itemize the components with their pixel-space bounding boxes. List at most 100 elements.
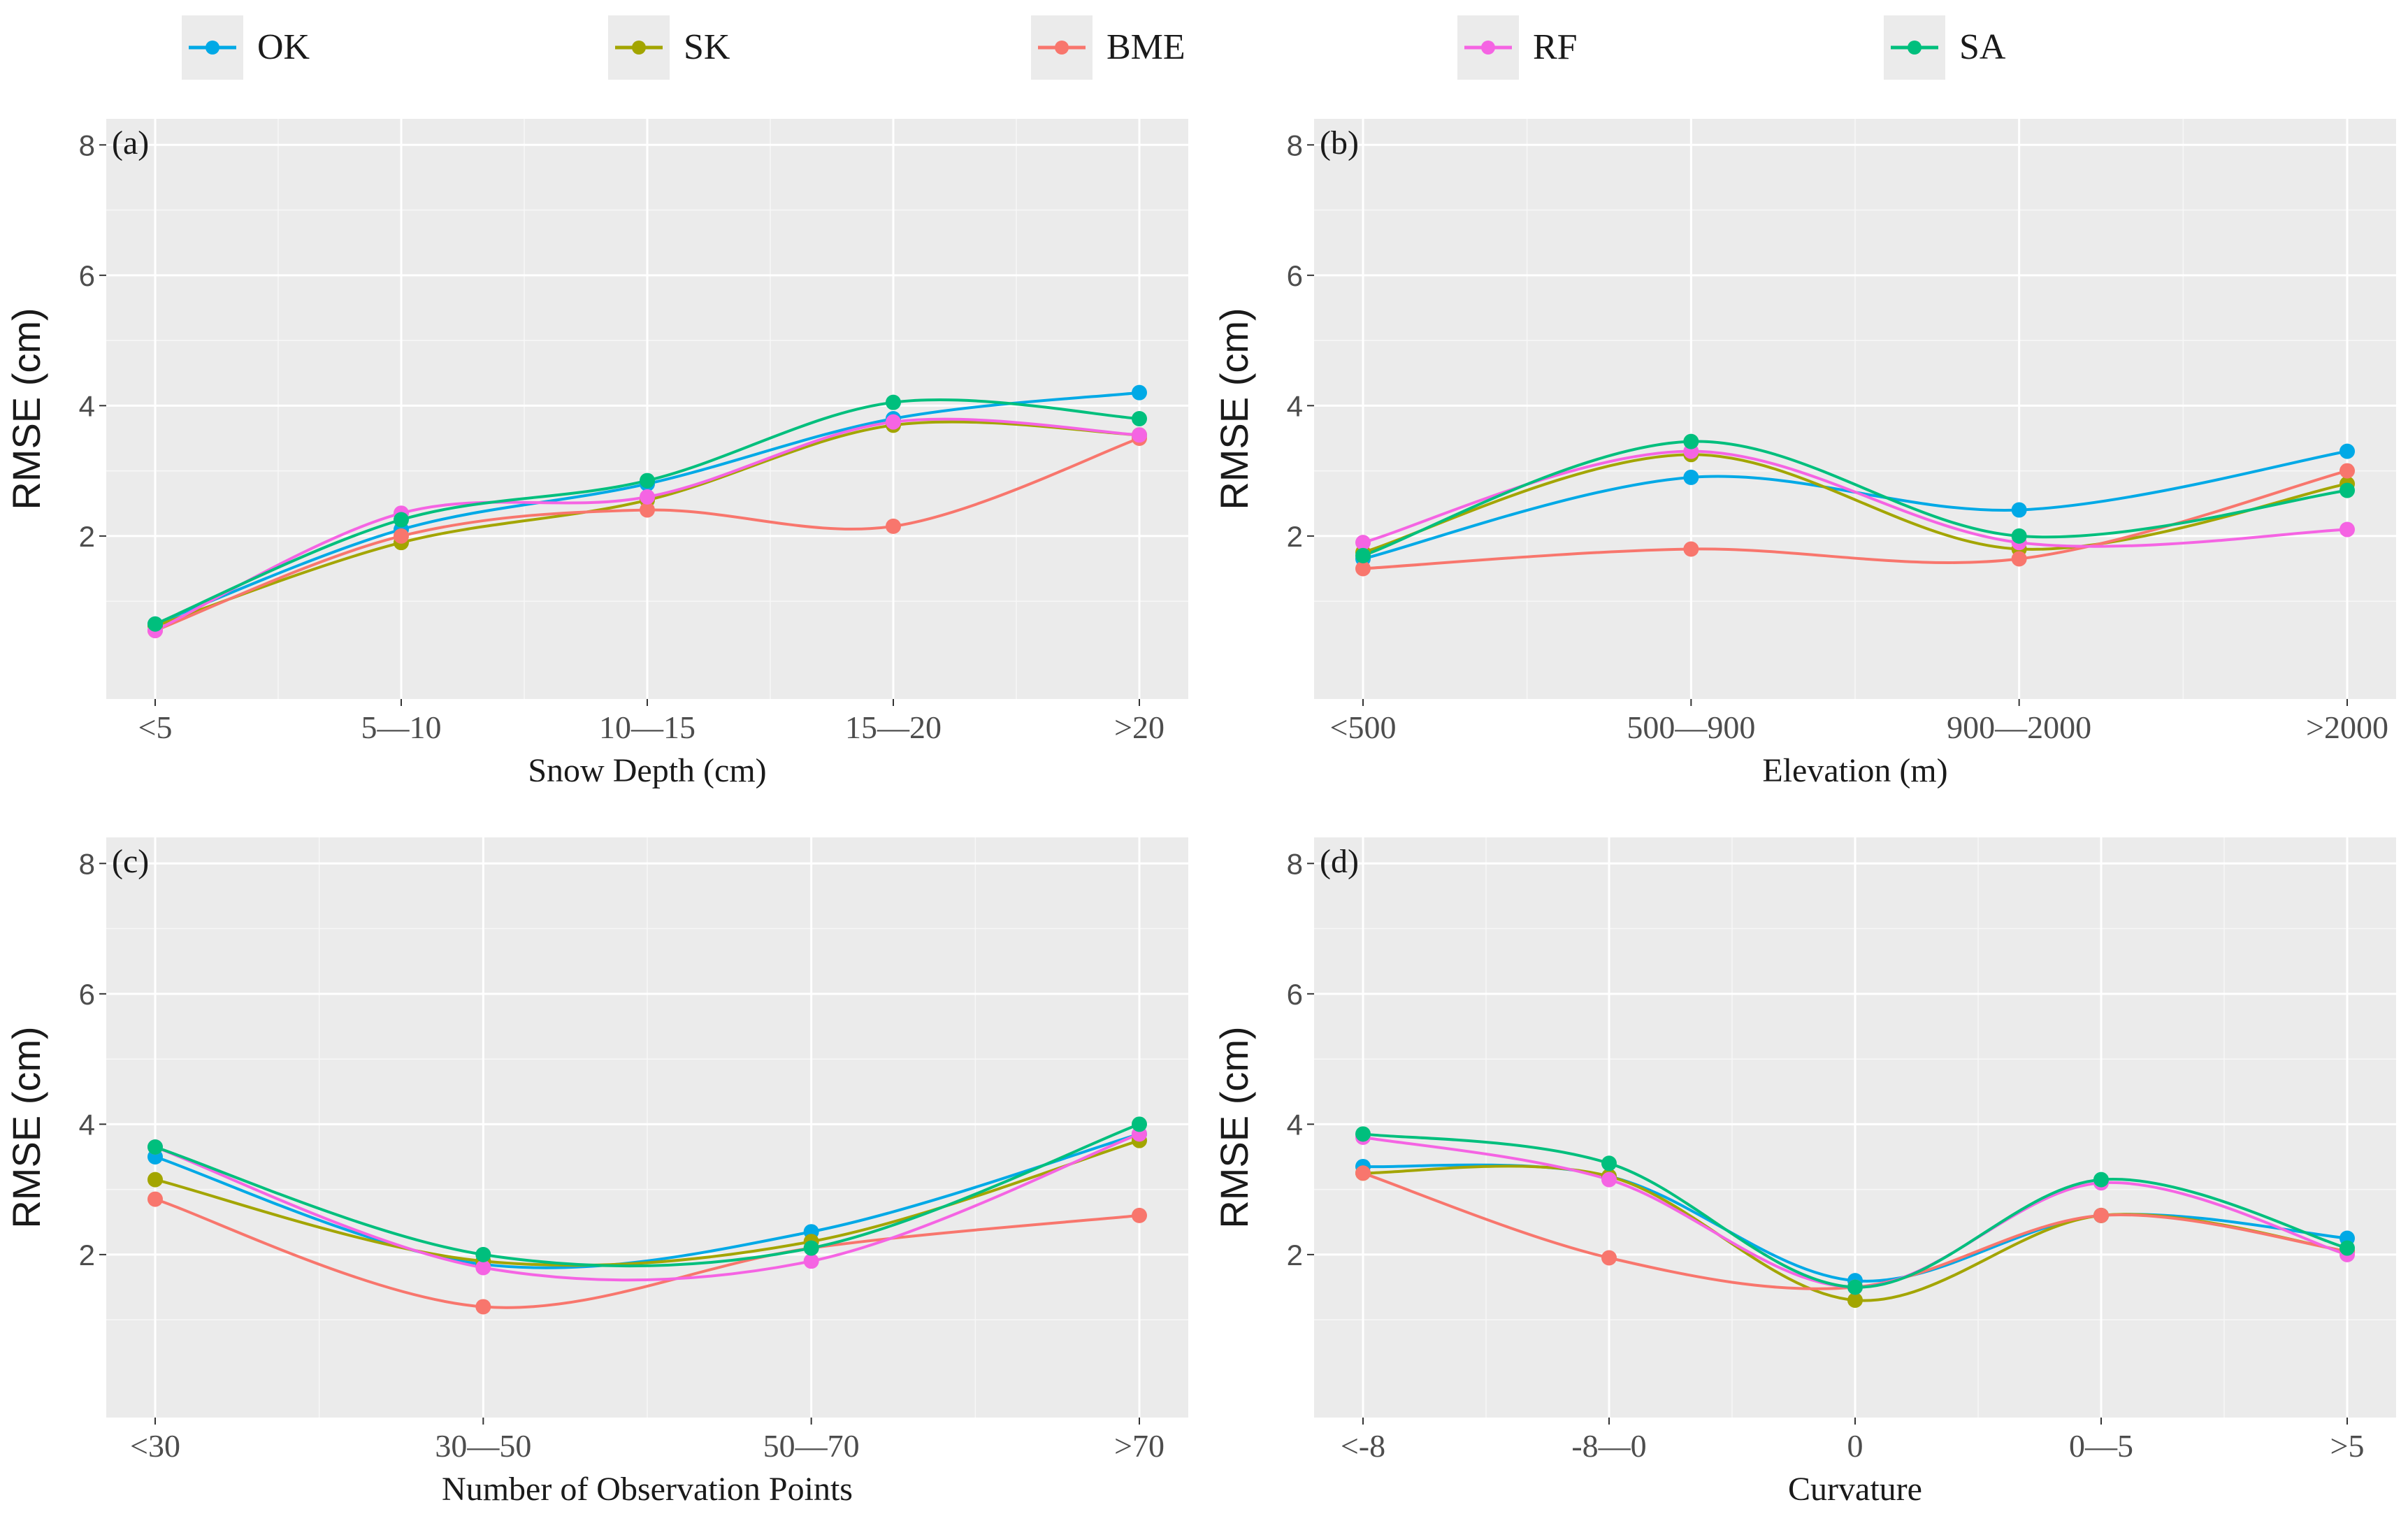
legend-key-point	[206, 41, 219, 55]
data-point-sa-1	[475, 1246, 491, 1262]
x-tick-label-5: <5	[138, 709, 173, 745]
x-tick-label-70: >70	[1114, 1428, 1165, 1464]
data-point-sa-0	[1355, 547, 1371, 563]
x-tick-label-500-900: 500—900	[1627, 709, 1755, 745]
data-point-sa-0	[147, 616, 163, 632]
y-tick-label: 8	[79, 847, 95, 880]
series-line-bme	[1362, 469, 2348, 570]
data-point-sa-2	[2011, 528, 2027, 544]
y-axis-title: RMSE (cm)	[1212, 1026, 1256, 1228]
panel-c: 2 4 6 8 <30 30—50 50—70 >70 (c) Number of Observa…	[4, 837, 1188, 1508]
data-point-rf-0	[1355, 535, 1371, 551]
y-axis-title: RMSE (cm)	[1212, 308, 1256, 510]
panel-d: 2 4 6 8 <-8 -8—0 0 0—5 >5 (d) Curvature RMSE (cm)	[1212, 837, 2396, 1508]
y-tick-label: 6	[1287, 259, 1303, 292]
legend-item-bme: BME	[1031, 15, 1185, 80]
data-point-sa-4	[2339, 1240, 2355, 1256]
x-tick-label-8-0: -8—0	[1571, 1428, 1646, 1464]
y-axis-title: RMSE (cm)	[4, 308, 48, 510]
data-point-bme-1	[475, 1299, 491, 1315]
y-tick-label: 4	[79, 389, 95, 422]
data-point-sa-3	[2339, 482, 2355, 498]
series-line-sk	[154, 1139, 1140, 1267]
legend-item-rf: RF	[1457, 15, 1578, 80]
panel-tag: (c)	[112, 843, 149, 880]
x-tick-label-5-10: 5—10	[361, 709, 442, 745]
series-line-rf	[1362, 449, 2348, 548]
y-tick-label: 6	[79, 978, 95, 1011]
data-point-rf-3	[886, 414, 901, 430]
x-tick-label-0-5: 0—5	[2069, 1428, 2133, 1464]
data-point-bme-3	[2339, 463, 2355, 479]
data-point-bme-3	[886, 518, 901, 534]
series-points	[1355, 433, 2355, 577]
data-point-rf-1	[1601, 1172, 1617, 1188]
data-point-bme-2	[2011, 551, 2027, 567]
x-axis-title: Number of Observation Points	[442, 1471, 853, 1508]
y-tick-label: 2	[1287, 520, 1303, 553]
data-point-sk-2	[1847, 1292, 1863, 1309]
data-point-bme-1	[1601, 1250, 1617, 1266]
data-point-sa-3	[886, 394, 901, 410]
series-line-rf	[154, 1132, 1140, 1282]
series-line-sa	[1362, 440, 2348, 557]
legend-item-sk: SK	[608, 15, 730, 80]
x-tick-label-10-15: 10—15	[599, 709, 695, 745]
legend-label: RF	[1533, 27, 1578, 67]
y-tick-label: 2	[1287, 1239, 1303, 1271]
data-point-bme-1	[1683, 541, 1699, 557]
legend-label: OK	[257, 27, 310, 67]
x-tick-label-50-70: 50—70	[763, 1428, 860, 1464]
data-point-rf-2	[803, 1253, 819, 1269]
legend-item-sa: SA	[1884, 15, 2006, 80]
y-axis-title: RMSE (cm)	[4, 1026, 48, 1228]
panel-tag: (b)	[1320, 124, 1359, 161]
y-tick-label: 4	[1287, 389, 1303, 422]
data-point-bme-1	[394, 528, 409, 544]
data-point-bme-2	[640, 502, 655, 518]
x-tick-label-30-50: 30—50	[435, 1428, 531, 1464]
x-tick-label-5: >5	[2330, 1428, 2365, 1464]
data-point-sa-2	[640, 473, 655, 489]
data-point-sa-3	[2093, 1172, 2109, 1188]
x-tick-label-20: >20	[1114, 709, 1165, 745]
series-points	[147, 384, 1147, 639]
x-tick-label-0: 0	[1847, 1428, 1863, 1464]
legend-label: BME	[1106, 27, 1185, 67]
series-line-ok	[1362, 449, 2348, 561]
x-axis-title: Snow Depth (cm)	[528, 752, 766, 789]
data-point-bme-3	[2093, 1207, 2109, 1223]
x-axis-title: Curvature	[1788, 1471, 1922, 1508]
data-point-rf-3	[2339, 521, 2355, 538]
data-point-sa-2	[803, 1240, 819, 1256]
data-point-sa-1	[394, 512, 409, 528]
data-point-rf-4	[1132, 427, 1147, 443]
data-point-rf-2	[640, 489, 655, 505]
x-tick-label-15-20: 15—20	[845, 709, 942, 745]
panel-tag: (d)	[1320, 843, 1359, 880]
data-point-ok-1	[1683, 469, 1699, 485]
data-point-sa-0	[1355, 1126, 1371, 1142]
legend-key-point	[1481, 41, 1495, 55]
y-tick-label: 4	[79, 1108, 95, 1141]
series-line-ok	[154, 1132, 1140, 1269]
legend: OK SK BME RF SA	[182, 15, 2006, 80]
panel-tag: (a)	[112, 124, 149, 161]
series-line-sk	[1362, 453, 2348, 554]
data-point-bme-0	[1355, 1165, 1371, 1181]
y-tick-label: 2	[79, 520, 95, 553]
data-point-ok-3	[2339, 443, 2355, 459]
series-lines	[1362, 440, 2348, 570]
panel-a: 2 4 6 8 <5 5—10 10—15 15—20 >20 (a) Snow Depth (cm…	[4, 119, 1188, 789]
x-tick-label-2000: >2000	[2306, 709, 2388, 745]
y-tick-label: 8	[1287, 847, 1303, 880]
x-tick-label-8: <-8	[1341, 1428, 1385, 1464]
y-tick-label: 8	[79, 129, 95, 161]
y-tick-label: 4	[1287, 1108, 1303, 1141]
panels: 2 4 6 8 <5 5—10 10—15 15—20 >20 (a) Snow Depth (cm…	[4, 119, 2396, 1508]
series-points	[1355, 1126, 2355, 1309]
data-point-sa-3	[1132, 1116, 1147, 1132]
x-axis-title: Elevation (m)	[1762, 752, 1947, 789]
legend-label: SA	[1959, 27, 2006, 67]
